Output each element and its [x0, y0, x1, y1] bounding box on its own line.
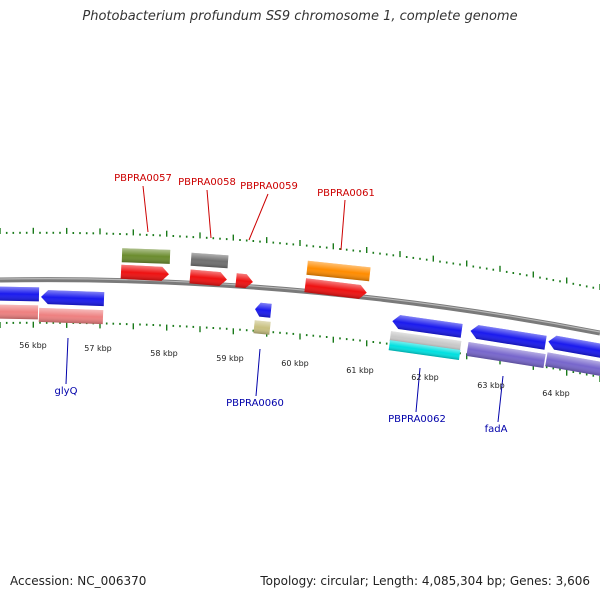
chromosome-backbone-highlight: [0, 278, 600, 333]
leader-line-0058: [206, 189, 212, 239]
gene-arrow-fada[interactable]: [469, 324, 547, 350]
leader-line-0062: [415, 367, 421, 413]
feature-cyan-0062[interactable]: [388, 340, 461, 360]
reverse-leader-lines: [65, 337, 504, 423]
gene-arrow-0059[interactable]: [235, 273, 253, 289]
kbp-label-61: 61 kbp: [346, 366, 374, 375]
gene-arrow-0058[interactable]: [189, 269, 227, 287]
leader-line-fada: [497, 375, 504, 423]
label-pbpra0057[interactable]: PBPRA0057: [114, 173, 172, 184]
label-glyq[interactable]: glyQ: [55, 386, 78, 397]
map-title: Photobacterium profundum SS9 chromosome …: [82, 9, 518, 24]
gene-arrow-glyq[interactable]: [41, 290, 105, 307]
label-pbpra0062[interactable]: PBPRA0062: [388, 414, 446, 425]
label-pbpra0061[interactable]: PBPRA0061: [317, 188, 375, 199]
label-fada[interactable]: fadA: [485, 424, 508, 435]
gene-arrow-right-edge[interactable]: [547, 335, 600, 359]
kbp-label-63: 63 kbp: [477, 381, 505, 390]
kbp-label-60: 60 kbp: [281, 359, 309, 368]
topology-summary: Topology: circular; Length: 4,085,304 bp…: [260, 574, 590, 588]
feature-lightgray-0062[interactable]: [389, 331, 462, 351]
kbp-label-62: 62 kbp: [411, 373, 439, 382]
accession-text: Accession: NC_006370: [10, 574, 147, 588]
kbp-label-57: 57 kbp: [84, 344, 112, 353]
kbp-label-64: 64 kbp: [542, 389, 570, 398]
feature-purple-fada[interactable]: [466, 341, 546, 369]
feature-purple-right-edge[interactable]: [545, 352, 600, 377]
forward-leader-lines: [142, 185, 346, 251]
chromosome-backbone: [0, 277, 600, 336]
feature-gray-0058[interactable]: [190, 252, 229, 269]
kbp-label-56: 56 kbp: [19, 341, 47, 350]
leader-line-glyq: [65, 337, 69, 385]
leader-line-0059: [248, 193, 269, 241]
leader-line-0061: [340, 199, 346, 251]
leader-line-0060: [255, 348, 261, 397]
leader-line-0057: [142, 185, 149, 233]
gene-arrow-0060[interactable]: [254, 302, 272, 318]
label-pbpra0058[interactable]: PBPRA0058: [178, 177, 236, 188]
kbp-label-58: 58 kbp: [150, 349, 178, 358]
gene-arrow-left-1[interactable]: [0, 286, 40, 302]
feature-orange-0061[interactable]: [306, 260, 371, 282]
feature-salmon-glyq[interactable]: [38, 307, 104, 325]
kbp-label-59: 59 kbp: [216, 354, 244, 363]
label-pbpra0060[interactable]: PBPRA0060: [226, 398, 284, 409]
tick-marks: [0, 227, 600, 382]
gene-arrow-0057[interactable]: [120, 264, 170, 281]
gene-arrow-0061[interactable]: [304, 278, 367, 299]
feature-olive-0057[interactable]: [121, 248, 171, 264]
label-pbpra0059[interactable]: PBPRA0059: [240, 181, 298, 192]
feature-salmon-left[interactable]: [0, 304, 39, 320]
feature-tan-0060[interactable]: [253, 320, 271, 335]
gene-arrow-0062[interactable]: [391, 314, 463, 338]
